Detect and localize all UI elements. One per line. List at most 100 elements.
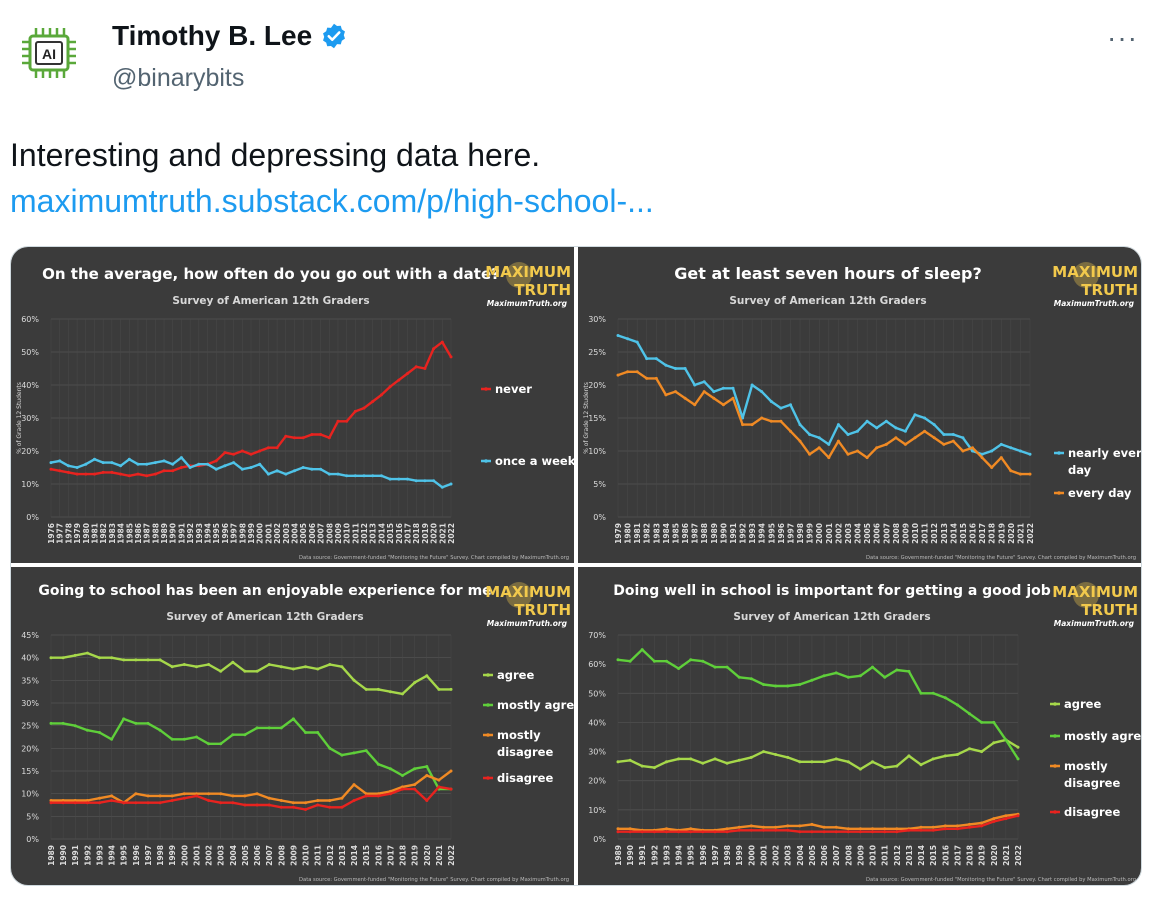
author-name[interactable]: Timothy B. Lee: [112, 20, 313, 51]
more-options-icon[interactable]: ···: [1107, 22, 1138, 53]
data-point: [275, 446, 279, 450]
x-tick-label: 2017: [404, 523, 413, 544]
data-point: [255, 803, 259, 807]
x-tick-label: 2022: [447, 523, 456, 544]
data-point: [626, 370, 630, 374]
series-line-agree: [51, 651, 451, 696]
tweet-media[interactable]: On the average, how often do you go out …: [10, 246, 1142, 886]
x-tick-label: 2000: [815, 523, 824, 544]
data-point: [992, 820, 996, 823]
data-point: [223, 451, 227, 455]
x-tick-label: 1995: [120, 845, 129, 866]
data-point: [769, 419, 773, 423]
data-point: [749, 824, 753, 828]
y-tick-label: 10%: [21, 790, 39, 799]
x-tick-label: 2005: [299, 523, 308, 544]
chart-panel-school-enjoyable[interactable]: Going to school has been an enjoyable ex…: [11, 567, 574, 885]
data-point: [101, 470, 105, 474]
data-point: [913, 436, 917, 440]
data-point: [432, 479, 436, 483]
y-tick-label: 20%: [21, 744, 39, 753]
x-tick-label: 1984: [662, 523, 671, 544]
x-tick-label: 2003: [217, 845, 226, 866]
data-point: [376, 794, 380, 798]
x-tick-label: 1990: [719, 523, 728, 544]
data-point: [1018, 449, 1022, 453]
data-point: [376, 687, 380, 691]
x-tick-label: 2002: [772, 845, 781, 866]
chart-panel-sleep[interactable]: Get at least seven hours of sleep? Survey…: [578, 247, 1141, 563]
x-tick-label: 2007: [317, 523, 326, 544]
chart-panel-dating[interactable]: On the average, how often do you go out …: [11, 247, 574, 563]
verified-badge-icon[interactable]: [320, 22, 348, 50]
data-point: [760, 416, 764, 420]
logo-text-line1: MAXIMUM: [1052, 263, 1138, 281]
x-tick-label: 1985: [671, 523, 680, 544]
x-tick-label: 2020: [1007, 523, 1016, 544]
data-point: [207, 792, 211, 796]
x-tick-label: 1992: [186, 523, 195, 544]
data-point: [353, 409, 357, 413]
data-point: [645, 376, 649, 380]
legend-label: once a week: [495, 454, 574, 468]
data-point: [665, 830, 668, 834]
x-tick-label: 2022: [1026, 523, 1035, 544]
data-point: [640, 830, 644, 834]
data-point: [652, 830, 656, 834]
x-tick-label: 2006: [873, 523, 882, 544]
data-point: [968, 822, 971, 826]
x-tick-label: 1981: [633, 523, 642, 544]
chart-source: Data source: Government-funded "Monitori…: [299, 555, 569, 561]
data-point: [449, 787, 453, 791]
tweet-link[interactable]: maximumtruth.substack.com/p/high-school-…: [10, 183, 654, 219]
avatar[interactable]: AI: [14, 18, 84, 88]
data-point: [865, 456, 869, 460]
data-point: [437, 785, 441, 789]
data-point: [1016, 745, 1020, 749]
y-tick-label: 50%: [21, 348, 39, 357]
data-point: [689, 830, 693, 834]
data-point: [231, 801, 235, 805]
data-point: [749, 828, 753, 832]
legend-marker: [1053, 734, 1057, 738]
data-point: [1009, 446, 1013, 450]
data-point: [822, 830, 826, 834]
x-tick-label: 2015: [386, 523, 395, 544]
x-tick-label: 1978: [64, 523, 73, 544]
legend-label: never: [495, 382, 532, 396]
legend-marker: [486, 733, 490, 737]
data-point: [66, 464, 70, 468]
data-point: [145, 462, 149, 466]
data-point: [101, 461, 105, 465]
data-point: [1004, 814, 1008, 818]
x-tick-label: 2013: [338, 845, 347, 866]
data-point: [971, 446, 974, 450]
x-tick-label: 2016: [969, 523, 978, 544]
chart-panel-school-job[interactable]: Doing well in school is important for ge…: [578, 567, 1141, 885]
data-point: [267, 663, 271, 666]
data-point: [628, 830, 632, 834]
data-point: [689, 658, 693, 662]
data-point: [846, 827, 850, 831]
data-point: [401, 787, 404, 791]
author-handle[interactable]: @binarybits: [112, 64, 245, 92]
x-tick-label: 2010: [869, 845, 878, 866]
data-point: [702, 380, 706, 384]
data-point: [798, 683, 802, 686]
data-point: [93, 472, 96, 476]
x-tick-label: 2022: [1014, 845, 1023, 866]
data-point: [310, 467, 314, 471]
data-point: [249, 466, 253, 469]
data-point: [774, 684, 778, 688]
x-tick-label: 1988: [700, 523, 709, 544]
data-point: [827, 442, 831, 446]
x-tick-label: 1990: [59, 845, 68, 866]
data-point: [664, 393, 668, 397]
data-point: [980, 456, 984, 460]
data-point: [162, 469, 166, 473]
x-tick-label: 1983: [108, 523, 117, 544]
data-point: [425, 674, 429, 678]
data-point: [66, 470, 70, 474]
data-point: [725, 761, 729, 765]
data-point: [895, 830, 899, 834]
